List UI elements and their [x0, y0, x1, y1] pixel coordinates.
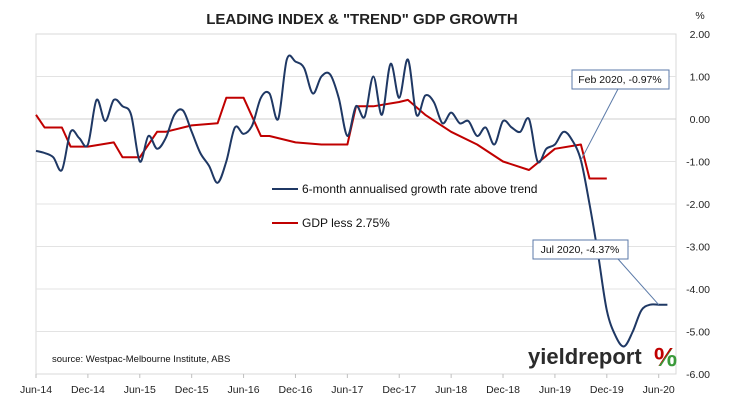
y-tick-label: 2.00: [690, 29, 711, 41]
series-gdp-line: [35, 96, 607, 180]
x-axis: Jun-14 Dec-14 Jun-15 Dec-15 Jun-16 Dec-16 Jun-…: [20, 374, 675, 396]
y-tick-label: -4.00: [686, 284, 710, 296]
callout-feb-2020: Feb 2020, -0.97%: [571, 69, 670, 161]
series-leading-index-line: [35, 54, 668, 348]
y-tick-label: 0.00: [690, 114, 711, 126]
x-tick-label: Jun-16: [228, 384, 260, 396]
x-tick-label: Dec-15: [175, 384, 209, 396]
callout-jul-2020: Jul 2020, -4.37%: [532, 239, 660, 306]
x-tick-label: Jun-20: [643, 384, 675, 396]
x-tick-label: Jun-17: [331, 384, 363, 396]
source-note: source: Westpac-Melbourne Institute, ABS: [52, 354, 230, 365]
x-tick-label: Jun-15: [124, 384, 156, 396]
chart-title: LEADING INDEX & "TREND" GDP GROWTH: [206, 11, 517, 28]
callout-jul-2020-leader: [617, 258, 660, 306]
x-tick-label: Jun-18: [435, 384, 467, 396]
y-tick-label: -1.00: [686, 157, 710, 169]
x-tick-label: Jun-19: [539, 384, 571, 396]
y-tick-label: -2.00: [686, 199, 710, 211]
callout-feb-2020-label: Feb 2020, -0.97%: [578, 74, 661, 86]
y-axis: 2.00 1.00 0.00 -1.00 -2.00 -3.00 -4.00 -5.00 -6.…: [686, 29, 710, 381]
yieldreport-logo: yieldreport %: [528, 342, 677, 372]
callout-jul-2020-label: Jul 2020, -4.37%: [541, 244, 620, 256]
x-tick-label: Dec-17: [382, 384, 416, 396]
x-tick-label: Jun-14: [20, 384, 52, 396]
x-tick-label: Dec-18: [486, 384, 520, 396]
x-tick-label: Dec-16: [279, 384, 313, 396]
callout-feb-2020-leader: [580, 88, 619, 161]
legend: 6-month annualised growth rate above tre…: [272, 182, 537, 230]
y-tick-label: -6.00: [686, 369, 710, 381]
series-lines: [35, 54, 668, 348]
y-tick-label: -3.00: [686, 242, 710, 254]
y-unit-label: %: [695, 10, 704, 22]
legend-label-leading-index: 6-month annualised growth rate above tre…: [302, 182, 537, 196]
y-tick-label: 1.00: [690, 72, 711, 84]
y-tick-label: -5.00: [686, 327, 710, 339]
callout-jul-2020-box: [532, 239, 629, 260]
callout-feb-2020-box: [571, 69, 670, 90]
x-tick-label: Dec-19: [590, 384, 624, 396]
x-tick-label: Dec-14: [71, 384, 105, 396]
brand-wordmark: yieldreport: [528, 344, 642, 369]
brand-percent-symbol: %: [654, 342, 677, 372]
legend-label-gdp: GDP less 2.75%: [302, 216, 390, 230]
